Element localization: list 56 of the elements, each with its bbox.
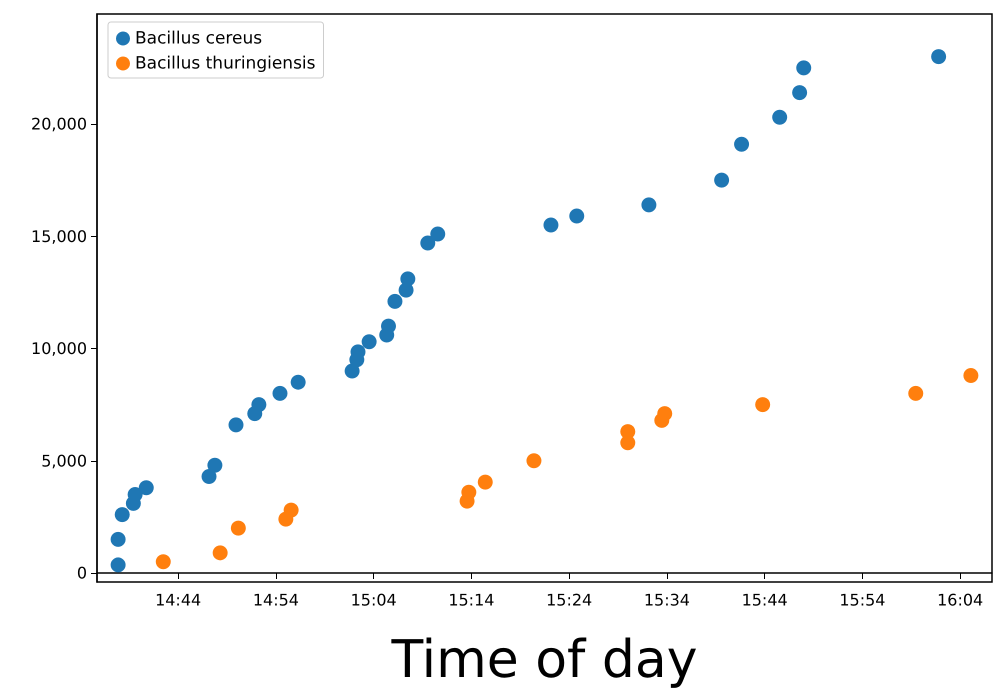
point xyxy=(620,424,636,440)
point xyxy=(400,271,416,286)
point xyxy=(908,386,924,401)
point xyxy=(420,236,436,250)
point xyxy=(734,136,750,152)
x-tick-label: 16:04 xyxy=(937,590,984,610)
x-tick-label: 15:14 xyxy=(448,590,494,610)
point xyxy=(202,468,217,484)
point xyxy=(362,334,377,350)
point xyxy=(207,458,222,473)
point xyxy=(755,397,770,412)
point xyxy=(387,294,402,309)
point xyxy=(156,554,171,570)
y-tick-label: 20,000 xyxy=(31,114,87,134)
point xyxy=(230,520,246,536)
x-tick-label: 15:44 xyxy=(742,590,788,610)
y-tick-label: 10,000 xyxy=(31,339,87,358)
point xyxy=(657,406,672,422)
point xyxy=(344,363,360,378)
point xyxy=(714,172,730,188)
point xyxy=(228,417,244,432)
point xyxy=(569,208,584,224)
point xyxy=(478,474,493,490)
point xyxy=(114,507,130,522)
point xyxy=(138,480,154,496)
point xyxy=(212,545,228,560)
point xyxy=(526,453,542,468)
point xyxy=(461,484,476,500)
point xyxy=(796,60,812,76)
point xyxy=(963,368,978,383)
legend-label: Bacillus thuringiensis xyxy=(135,54,316,74)
point xyxy=(792,85,808,100)
point xyxy=(381,318,396,334)
point xyxy=(284,502,299,518)
point xyxy=(543,218,558,233)
point xyxy=(128,486,143,502)
point xyxy=(110,532,126,547)
point xyxy=(110,557,126,572)
x-tick-label: 15:34 xyxy=(644,590,690,610)
y-tick-label: 15,000 xyxy=(31,226,87,246)
x-tick-label: 15:04 xyxy=(350,590,397,610)
point xyxy=(641,197,656,212)
point xyxy=(290,374,306,390)
x-axis-title: Time of day xyxy=(390,630,698,690)
x-tick-label: 14:44 xyxy=(155,590,202,610)
y-tick-label: 5,000 xyxy=(41,451,87,470)
point xyxy=(272,386,288,401)
x-tick-label: 14:54 xyxy=(252,590,299,610)
x-tick-label: 15:24 xyxy=(546,590,592,610)
point xyxy=(251,397,266,412)
point xyxy=(772,110,788,125)
legend-label: Bacillus cereus xyxy=(135,28,262,48)
point xyxy=(931,49,946,64)
y-tick-label: 0 xyxy=(76,564,87,583)
point xyxy=(430,226,446,242)
x-tick-label: 15:54 xyxy=(839,590,886,610)
